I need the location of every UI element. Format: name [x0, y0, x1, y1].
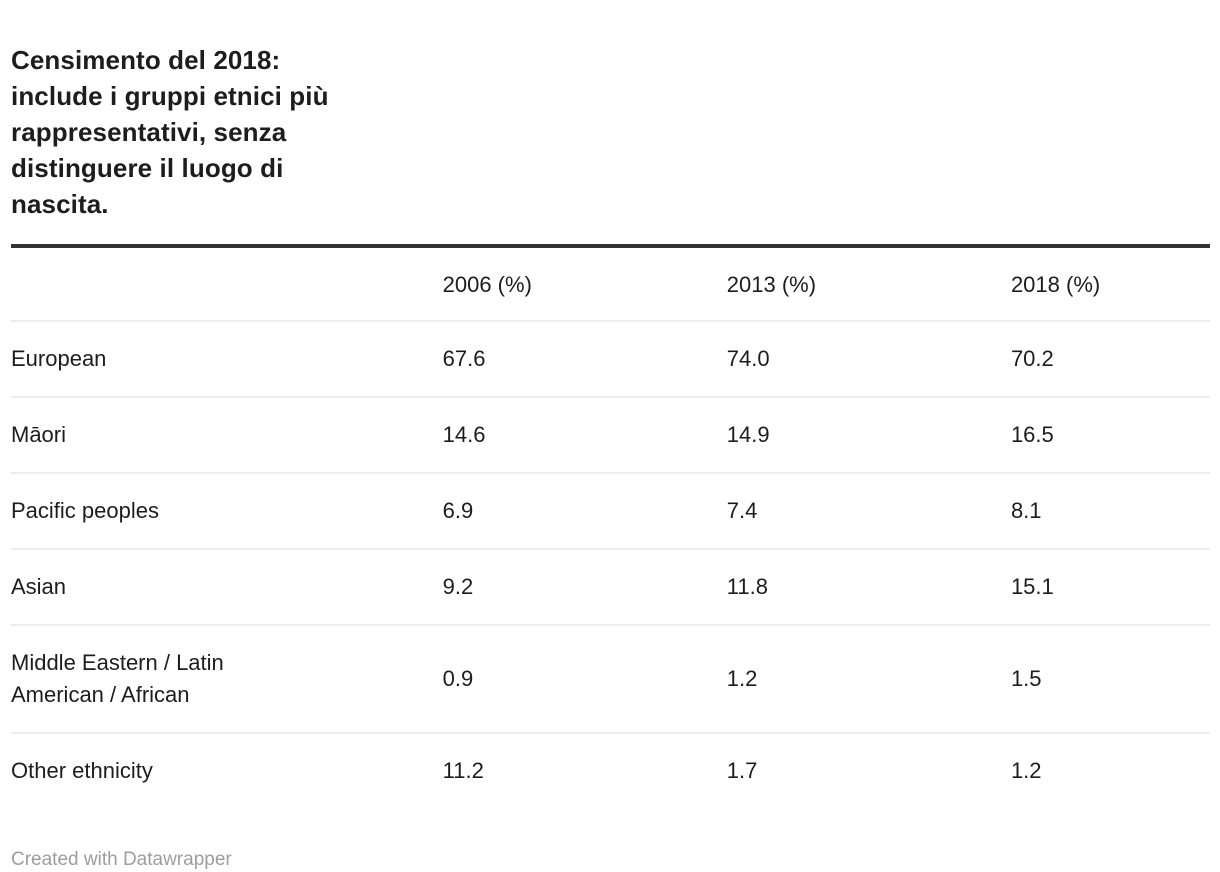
row-label: Asian [11, 574, 67, 599]
cell-value: 9.2 [442, 549, 727, 626]
cell-value: 7.4 [726, 473, 1011, 550]
row-label: Pacific peoples [11, 498, 159, 523]
table-row-maori: Māori 14.6 14.9 16.5 [11, 397, 1210, 474]
datawrapper-credit-link[interactable]: Created with Datawrapper [11, 849, 232, 870]
cell-value: 70.2 [1010, 321, 1210, 398]
cell-value: 1.5 [1010, 625, 1210, 734]
cell-value: 74.0 [726, 321, 1011, 398]
cell-value: 11.8 [726, 549, 1011, 626]
chart-title: Censimento del 2018: include i gruppi et… [11, 45, 329, 219]
cell-value: 6.9 [442, 473, 727, 550]
table-header-row: 2006 (%) 2013 (%) 2018 (%) [11, 246, 1210, 322]
table-body: European 67.6 74.0 70.2 Māori 14.6 14.9 … [11, 321, 1210, 808]
table-row-european: European 67.6 74.0 70.2 [11, 321, 1210, 398]
table-row-asian: Asian 9.2 11.8 15.1 [11, 549, 1210, 626]
table-row-middle-eastern-latin-american-african: Middle Eastern / Latin American / Africa… [11, 625, 1210, 734]
cell-value: 1.7 [726, 758, 758, 783]
row-label: Middle Eastern / Latin American / Africa… [11, 650, 224, 707]
cell-value: 67.6 [442, 321, 727, 398]
cell-value: 0.9 [442, 625, 727, 734]
row-label: Other ethnicity [11, 758, 153, 783]
attribution-footer: Created with Datawrapper [11, 848, 1210, 871]
column-header-2013: 2013 (%) [726, 246, 1011, 322]
cell-value: 1.2 [1010, 758, 1042, 783]
row-label: European [11, 346, 107, 371]
cell-value: 15.1 [1010, 549, 1210, 626]
data-table: 2006 (%) 2013 (%) 2018 (%) European 67.6… [11, 244, 1210, 808]
row-label: Māori [11, 422, 67, 447]
cell-value: 16.5 [1010, 397, 1210, 474]
table-row-pacific-peoples: Pacific peoples 6.9 7.4 8.1 [11, 473, 1210, 550]
column-header-2006: 2006 (%) [442, 246, 727, 322]
column-header-2018: 2018 (%) [1010, 246, 1210, 322]
cell-value: 11.2 [442, 758, 484, 783]
cell-value: 14.6 [442, 397, 727, 474]
cell-value: 8.1 [1010, 473, 1210, 550]
cell-value: 14.9 [726, 397, 1011, 474]
column-header-blank [11, 246, 443, 322]
table-row-other-ethnicity: Other ethnicity 11.2 1.7 1.2 [11, 733, 1210, 808]
cell-value: 1.2 [726, 625, 1011, 734]
table-header: 2006 (%) 2013 (%) 2018 (%) [11, 246, 1210, 322]
